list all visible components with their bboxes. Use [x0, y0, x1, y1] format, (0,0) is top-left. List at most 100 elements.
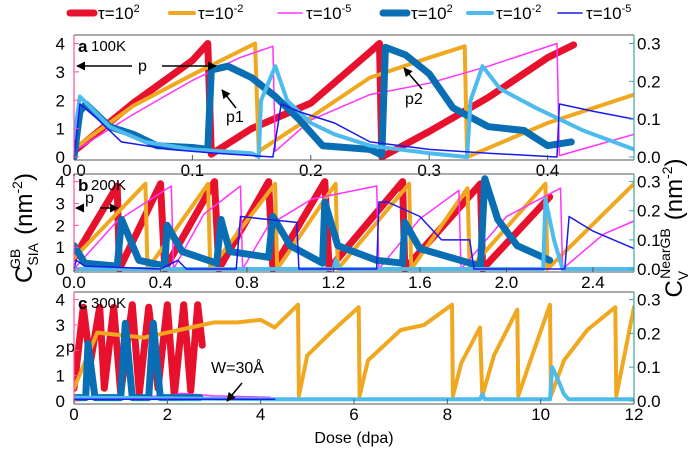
y-tick-label-right: 0.3 [637, 35, 661, 54]
annotation-width: W=30Å [211, 358, 264, 377]
y-tick-label-right: 0.2 [637, 202, 661, 221]
series-line-2 [74, 42, 634, 157]
series-line-5 [74, 201, 634, 270]
panel-a: 0.0 0.1 0.2 0.3 0.4 0 1 2 3 4 0.0 0.1 0.2 0.3 a 100K p p1… [56, 34, 661, 180]
legend-item: τ=10-5 [557, 3, 631, 23]
panel-letter: a [78, 37, 88, 56]
x-axis-label: Dose (dpa) [314, 430, 393, 447]
legend-item: τ=102 [66, 3, 140, 23]
legend-label-base: τ=10 [496, 4, 532, 23]
panel-temperature: 100K [91, 38, 126, 55]
y-tick-label-right: 0.1 [637, 110, 661, 129]
series-group [74, 175, 634, 272]
legend-label-exponent: -5 [342, 3, 352, 15]
y-tick-label-right: 0.2 [637, 72, 661, 91]
x-tick-label: 6 [349, 405, 358, 424]
x-tick-label: 0 [69, 405, 78, 424]
x-tick-label: 0.4 [536, 161, 560, 180]
y-tick-label-left: 0 [56, 260, 65, 279]
series-group [74, 301, 634, 402]
panel-temperature: 200K [91, 177, 126, 194]
annotation-p: p [66, 339, 75, 356]
y-tick-label-right: 0.1 [637, 231, 661, 250]
x-tick-label: 1.6 [408, 273, 432, 292]
series-line-0 [74, 40, 578, 160]
x-tick-label: 2.4 [581, 273, 605, 292]
panel-letter: c [78, 294, 87, 313]
y-tick-label-right: 0.2 [637, 324, 661, 343]
x-tick-label: 8 [443, 405, 452, 424]
series-line-1 [74, 41, 634, 159]
legend-item: τ=102 [379, 3, 453, 23]
p2-arrow [403, 67, 423, 90]
y-tick-label-left: 1 [56, 367, 65, 386]
p1-arrow [221, 89, 237, 109]
legend-label: τ=10-5 [586, 3, 631, 23]
x-tick-label: 2 [163, 405, 172, 424]
series-line-1 [74, 302, 634, 398]
y-tick-label-left: 3 [56, 316, 65, 335]
legend-label-exponent: -2 [532, 3, 542, 15]
legend-label-base: τ=10 [98, 4, 134, 23]
legend-label: τ=10-2 [496, 3, 541, 23]
x-tick-label: 1.2 [322, 273, 346, 292]
panel-letter: b [78, 176, 88, 195]
series-line-1 [74, 181, 634, 271]
y-tick-label-left: 1 [56, 120, 65, 139]
annotation-p1: p1 [226, 109, 244, 126]
series-line-4 [74, 64, 634, 159]
x-tick-label: 0.1 [181, 161, 205, 180]
y-tick-label-right: 0.3 [637, 173, 661, 192]
y-tick-label-left: 4 [56, 173, 65, 192]
y-tick-label-right: 0.1 [637, 358, 661, 377]
legend-label: τ=102 [411, 3, 453, 23]
y-tick-label-left: 0 [56, 148, 65, 167]
legend-label-base: τ=10 [586, 4, 622, 23]
legend-item: τ=10-2 [168, 3, 243, 23]
annotation-p: p [85, 190, 94, 207]
y-tick-label-left: 4 [56, 35, 65, 54]
x-tick-label: 10 [531, 405, 550, 424]
y-tick-label-left: 2 [56, 216, 65, 235]
x-tick-label: 12 [625, 405, 644, 424]
y-tick-label-right: 0.0 [637, 260, 661, 279]
legend-label-base: τ=10 [411, 4, 447, 23]
y-tick-label-left: 4 [56, 291, 65, 310]
y-tick-label-left: 1 [56, 238, 65, 257]
x-tick-label: 0.2 [299, 161, 323, 180]
legend: τ=102 τ=10-2 τ=10-5 τ=102 τ=10-2 τ=10-5 [66, 3, 631, 23]
x-tick-label: 0.0 [62, 161, 86, 180]
y-tick-label-right: 0.3 [637, 291, 661, 310]
legend-label-exponent: 2 [134, 3, 140, 15]
y-axis-label-left: CSIAGB(nm-2) [7, 173, 41, 283]
series-line-4 [74, 365, 634, 402]
series-line-0 [74, 301, 206, 400]
y-tick-label-left: 2 [56, 91, 65, 110]
x-tick-label: 0.0 [62, 273, 86, 292]
legend-label: τ=10-2 [198, 3, 243, 23]
y-tick-label-right: 0.0 [637, 392, 661, 411]
legend-item: τ=10-5 [277, 3, 352, 23]
y-tick-label-left: 3 [56, 63, 65, 82]
y-tick-label-left: 3 [56, 194, 65, 213]
annotation-p: p [138, 58, 147, 75]
x-tick-label: 0.3 [417, 161, 441, 180]
y-tick-label-right: 0.0 [637, 148, 661, 167]
legend-label-base: τ=10 [306, 4, 342, 23]
legend-label-exponent: -2 [234, 3, 244, 15]
legend-item: τ=10-2 [466, 3, 541, 23]
series-line-3 [74, 319, 204, 402]
series-line-3 [74, 175, 554, 270]
panel-temperature: 300K [91, 295, 126, 312]
series-line-5 [74, 103, 634, 158]
y-tick-label-left: 2 [56, 341, 65, 360]
annotation-p2: p2 [405, 91, 423, 108]
legend-label-exponent: 2 [447, 3, 453, 15]
y-axis-label-right: CVNearGB(nm-2) [657, 158, 691, 297]
legend-label: τ=102 [98, 3, 140, 23]
x-tick-label: 0.8 [235, 273, 259, 292]
legend-label-base: τ=10 [198, 4, 234, 23]
width-arrow [226, 382, 243, 402]
